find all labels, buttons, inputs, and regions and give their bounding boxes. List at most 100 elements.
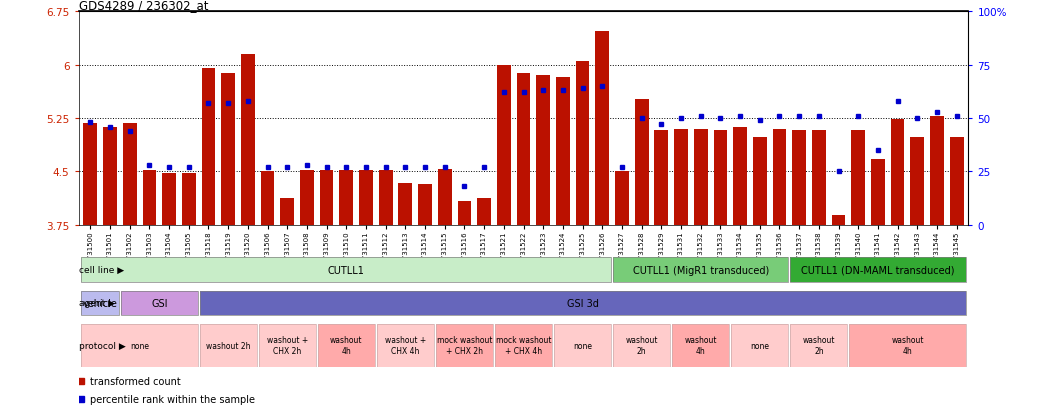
Bar	[104, 127, 117, 225]
Bar	[495, 324, 552, 367]
Bar	[849, 324, 965, 367]
Bar	[614, 258, 788, 282]
Text: none: none	[573, 341, 592, 350]
Bar	[300, 171, 314, 225]
Bar	[891, 120, 905, 225]
Bar	[241, 55, 254, 225]
Bar	[200, 291, 965, 316]
Bar	[634, 100, 648, 225]
Bar	[733, 128, 747, 225]
Bar	[790, 258, 965, 282]
Bar	[122, 124, 136, 225]
Bar	[790, 324, 847, 367]
Bar	[281, 198, 294, 225]
Bar	[200, 324, 257, 367]
Text: washout
4h: washout 4h	[330, 336, 362, 355]
Bar	[82, 291, 119, 316]
Text: washout
2h: washout 2h	[803, 336, 836, 355]
Bar	[339, 171, 353, 225]
Text: washout +
CHX 2h: washout + CHX 2h	[267, 336, 308, 355]
Text: none: none	[130, 341, 149, 350]
Text: agent ▶: agent ▶	[79, 299, 115, 308]
Bar	[418, 185, 432, 225]
Bar	[319, 171, 334, 225]
Bar	[811, 131, 826, 225]
Bar	[672, 324, 730, 367]
Bar	[82, 291, 119, 316]
Bar	[790, 258, 965, 282]
Bar	[162, 173, 176, 225]
Bar	[694, 129, 708, 225]
Bar	[120, 291, 198, 316]
Text: mock washout
+ CHX 4h: mock washout + CHX 4h	[495, 336, 552, 355]
Bar	[84, 124, 97, 225]
Bar	[259, 324, 316, 367]
Text: GSI: GSI	[151, 298, 168, 308]
Bar	[221, 74, 236, 225]
Bar	[950, 138, 963, 225]
Bar	[554, 324, 611, 367]
Bar	[773, 129, 786, 225]
Bar	[831, 216, 845, 225]
Bar	[82, 324, 198, 367]
Bar	[317, 324, 375, 367]
Bar	[554, 324, 611, 367]
Bar	[377, 324, 433, 367]
Text: washout
4h: washout 4h	[891, 336, 923, 355]
Bar	[436, 324, 493, 367]
Bar	[790, 324, 847, 367]
Bar	[317, 324, 375, 367]
Text: washout
4h: washout 4h	[685, 336, 717, 355]
Text: CUTLL1 (DN-MAML transduced): CUTLL1 (DN-MAML transduced)	[801, 265, 955, 275]
Bar	[477, 198, 491, 225]
Bar	[359, 171, 373, 225]
Bar	[614, 324, 670, 367]
Bar	[377, 324, 433, 367]
Bar	[516, 74, 531, 225]
Bar	[615, 172, 629, 225]
Bar	[753, 138, 766, 225]
Bar	[556, 78, 570, 225]
Bar	[672, 324, 730, 367]
Text: washout +
CHX 4h: washout + CHX 4h	[384, 336, 426, 355]
Bar	[576, 62, 589, 225]
Bar	[731, 324, 788, 367]
Bar	[674, 129, 688, 225]
Text: CUTLL1: CUTLL1	[328, 265, 364, 275]
Text: washout 2h: washout 2h	[206, 341, 250, 350]
Bar	[379, 171, 393, 225]
Bar	[142, 171, 156, 225]
Bar	[654, 131, 668, 225]
Bar	[713, 131, 728, 225]
Bar	[436, 324, 493, 367]
Bar	[596, 31, 609, 225]
Bar	[399, 184, 413, 225]
Bar	[614, 324, 670, 367]
Bar	[438, 170, 451, 225]
Bar	[497, 66, 511, 225]
Text: cell line ▶: cell line ▶	[79, 266, 124, 275]
Text: washout
2h: washout 2h	[625, 336, 658, 355]
Bar	[851, 131, 865, 225]
Bar	[458, 202, 471, 225]
Bar	[261, 172, 274, 225]
Bar	[200, 324, 257, 367]
Bar	[793, 131, 806, 225]
Bar	[120, 291, 198, 316]
Bar	[871, 159, 885, 225]
Bar	[495, 324, 552, 367]
Bar	[731, 324, 788, 367]
Bar	[536, 76, 550, 225]
Text: none: none	[751, 341, 770, 350]
Bar	[930, 116, 943, 225]
Bar	[849, 324, 965, 367]
Text: mock washout
+ CHX 2h: mock washout + CHX 2h	[437, 336, 492, 355]
Bar	[614, 258, 788, 282]
Text: GDS4289 / 236302_at: GDS4289 / 236302_at	[79, 0, 208, 12]
Bar	[82, 258, 611, 282]
Text: GSI 3d: GSI 3d	[566, 298, 599, 308]
Bar	[82, 324, 198, 367]
Text: vehicle: vehicle	[83, 298, 117, 308]
Bar	[202, 69, 216, 225]
Text: CUTLL1 (MigR1 transduced): CUTLL1 (MigR1 transduced)	[632, 265, 768, 275]
